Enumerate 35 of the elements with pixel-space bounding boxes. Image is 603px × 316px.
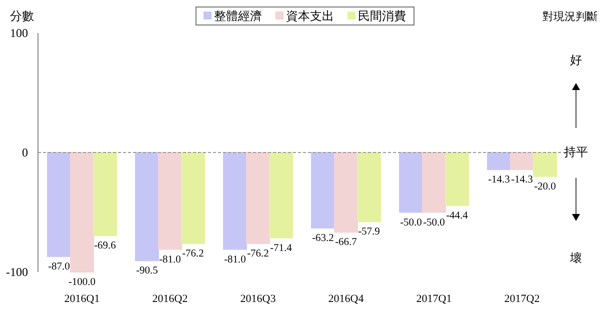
legend-label: 資本支出 bbox=[286, 9, 334, 23]
y-axis-title: 分數 bbox=[10, 9, 34, 23]
y-tick-label: 100 bbox=[10, 26, 28, 40]
x-tick-label: 2016Q2 bbox=[152, 293, 188, 305]
annotation: 持平 bbox=[564, 145, 588, 159]
data-label: -50.0 bbox=[423, 217, 445, 228]
data-label: -87.0 bbox=[48, 261, 70, 272]
y-tick-label: -100 bbox=[6, 265, 28, 279]
x-tick-label: 2017Q1 bbox=[416, 293, 452, 305]
data-label: -76.2 bbox=[247, 248, 269, 260]
text: 壞 bbox=[569, 251, 582, 265]
text: 對現況判斷 bbox=[542, 10, 598, 23]
data-label: -69.6 bbox=[94, 240, 116, 252]
data-label: -14.3 bbox=[511, 174, 533, 186]
text: 好 bbox=[570, 53, 582, 67]
data-label: -81.0 bbox=[224, 254, 246, 266]
data-label: -66.7 bbox=[335, 237, 357, 248]
data-label: -63.2 bbox=[312, 233, 334, 244]
y-tick-label: 0 bbox=[22, 146, 28, 160]
data-label: -76.2 bbox=[182, 248, 204, 260]
data-label: -100.0 bbox=[68, 277, 96, 288]
x-tick-label: 2016Q1 bbox=[64, 293, 100, 305]
legend-label: 整體經濟 bbox=[214, 9, 262, 23]
data-label: -81.0 bbox=[159, 254, 181, 266]
data-label: -20.0 bbox=[534, 181, 556, 192]
data-label: -71.4 bbox=[270, 242, 293, 254]
x-tick-label: 2016Q3 bbox=[240, 293, 276, 305]
legend-label: 民間消費 bbox=[358, 9, 406, 23]
data-label: -14.3 bbox=[488, 174, 510, 186]
data-label: -50.0 bbox=[400, 217, 422, 228]
data-label: -90.5 bbox=[136, 266, 158, 277]
x-tick-label: 2017Q2 bbox=[504, 293, 540, 305]
data-label: -57.9 bbox=[358, 226, 380, 238]
data-label: -44.4 bbox=[446, 210, 469, 222]
x-tick-label: 2016Q4 bbox=[328, 293, 364, 305]
